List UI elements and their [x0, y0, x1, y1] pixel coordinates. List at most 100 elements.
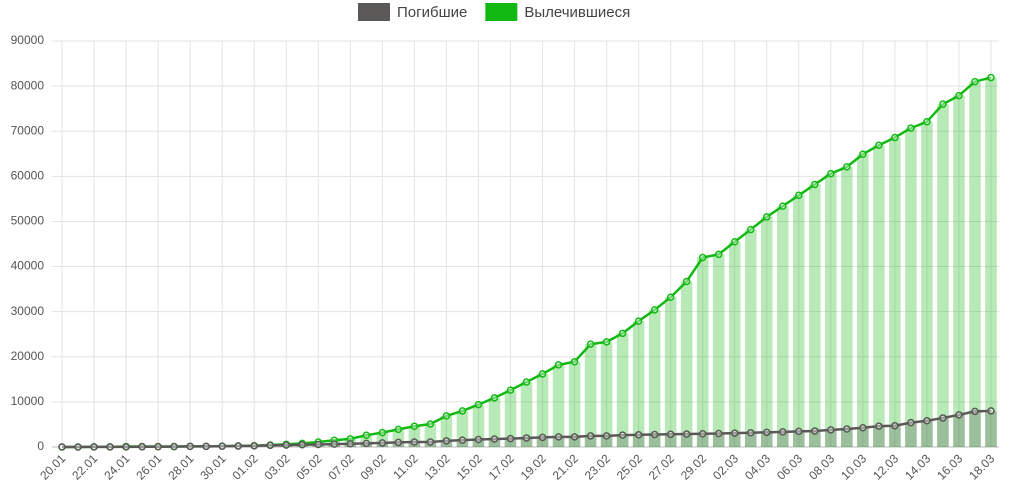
- legend-swatch[interactable]: [358, 3, 390, 21]
- legend-label[interactable]: Вылечившиеся: [524, 4, 630, 21]
- bar: [809, 431, 821, 447]
- bar: [585, 344, 597, 447]
- bar: [969, 82, 981, 447]
- bar: [665, 297, 677, 447]
- y-tick-label: 80000: [11, 78, 45, 92]
- bar: [873, 145, 885, 447]
- bar: [697, 258, 709, 447]
- y-tick-label: 10000: [11, 394, 45, 408]
- y-tick-label: 20000: [11, 349, 45, 363]
- bar: [761, 432, 773, 447]
- bar: [377, 443, 389, 447]
- bar: [857, 428, 869, 447]
- bar: [777, 432, 789, 447]
- bar: [232, 446, 244, 447]
- x-tick-label: 24.01: [101, 451, 132, 482]
- bar: [441, 441, 453, 447]
- bar: [248, 446, 260, 447]
- y-tick-label: 0: [37, 439, 44, 453]
- bar: [585, 436, 597, 447]
- y-tick-label: 30000: [11, 304, 45, 318]
- bar: [537, 374, 549, 447]
- x-tick-label: 03.02: [261, 451, 292, 482]
- bar: [665, 434, 677, 447]
- bar: [553, 365, 565, 447]
- bar: [745, 230, 757, 447]
- x-tick-label: 30.01: [197, 451, 228, 482]
- bar: [521, 382, 533, 447]
- x-tick-label: 05.02: [294, 451, 325, 482]
- bar: [697, 434, 709, 447]
- x-tick-label: 13.02: [422, 451, 453, 482]
- bar: [793, 195, 805, 447]
- bar: [841, 167, 853, 447]
- x-tick-label: 02.03: [710, 451, 741, 482]
- bar: [953, 96, 965, 447]
- bar: [601, 436, 613, 447]
- bar: [921, 122, 933, 447]
- x-tick-label: 28.01: [165, 451, 196, 482]
- bar: [761, 217, 773, 447]
- x-tick-label: 01.02: [229, 451, 260, 482]
- x-tick-label: 21.02: [550, 451, 581, 482]
- y-tick-label: 40000: [11, 259, 45, 273]
- point: [59, 444, 65, 450]
- x-tick-label: 08.03: [806, 451, 837, 482]
- bar: [905, 128, 917, 447]
- x-tick-label: 23.02: [582, 451, 613, 482]
- bar: [457, 440, 469, 447]
- bar: [489, 439, 501, 447]
- legend: Погибшие Вылечившиеся: [358, 3, 630, 21]
- bar: [937, 104, 949, 447]
- bar: [729, 242, 741, 447]
- bar: [825, 430, 837, 447]
- x-tick-label: 29.02: [678, 451, 709, 482]
- bar: [857, 154, 869, 447]
- bar: [793, 431, 805, 447]
- bar: [569, 437, 581, 447]
- bar: [617, 333, 629, 447]
- bar: [649, 310, 661, 447]
- x-tick-label: 26.01: [133, 451, 164, 482]
- y-tick-label: 60000: [11, 169, 45, 183]
- bar: [825, 174, 837, 447]
- bar: [601, 342, 613, 447]
- bar: [505, 439, 517, 447]
- y-tick-label: 50000: [11, 214, 45, 228]
- bar: [633, 321, 645, 447]
- x-tick-label: 18.03: [966, 451, 997, 482]
- bar: [649, 435, 661, 447]
- bar: [809, 184, 821, 447]
- legend-label[interactable]: Погибшие: [397, 4, 467, 21]
- x-tick-label: 27.02: [646, 451, 677, 482]
- x-tick-label: 09.02: [358, 451, 389, 482]
- bar: [681, 281, 693, 447]
- bar: [280, 445, 292, 447]
- legend-swatch[interactable]: [485, 3, 517, 21]
- bar: [713, 254, 725, 447]
- bar: [777, 206, 789, 447]
- bar: [296, 445, 308, 447]
- x-tick-label: 07.02: [326, 451, 357, 482]
- x-tick-label: 19.02: [518, 451, 549, 482]
- bar: [873, 426, 885, 447]
- bar: [553, 437, 565, 447]
- x-tick-label: 11.02: [390, 451, 421, 482]
- bar: [841, 429, 853, 447]
- bar: [729, 433, 741, 447]
- bar: [985, 78, 997, 447]
- x-tick-label: 16.03: [934, 451, 965, 482]
- bar: [200, 446, 212, 447]
- bar: [473, 439, 485, 447]
- bar: [425, 442, 437, 447]
- x-tick-label: 12.03: [870, 451, 901, 482]
- bar: [393, 442, 405, 447]
- bar: [329, 444, 341, 447]
- x-tick-label: 06.03: [774, 451, 805, 482]
- x-tick-label: 22.01: [69, 451, 100, 482]
- bar: [985, 411, 997, 447]
- x-tick-label: 25.02: [614, 451, 645, 482]
- bar: [521, 438, 533, 447]
- bar: [681, 434, 693, 447]
